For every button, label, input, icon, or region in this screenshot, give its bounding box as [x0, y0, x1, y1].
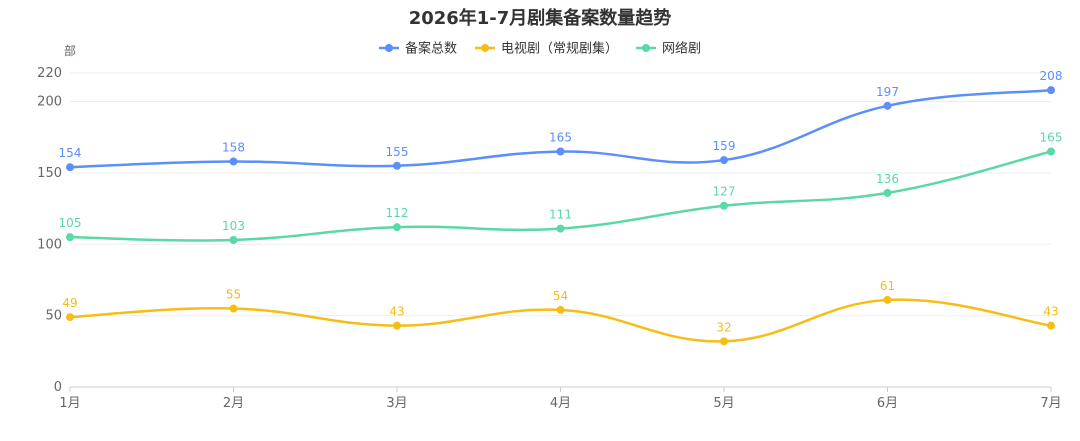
y-tick-label: 0: [54, 380, 62, 395]
data-label: 54: [553, 289, 568, 303]
x-tick-label: 1月: [59, 396, 80, 411]
x-tick-label: 3月: [386, 396, 407, 411]
data-point[interactable]: [1047, 321, 1055, 330]
data-label: 155: [386, 145, 409, 159]
data-point[interactable]: [883, 188, 892, 197]
legend-swatch-dot: [480, 44, 489, 52]
data-point[interactable]: [720, 337, 728, 346]
legend-label: 电视剧（常规剧集）: [501, 41, 618, 57]
data-point[interactable]: [66, 313, 74, 322]
data-label: 197: [876, 85, 899, 99]
data-label: 55: [226, 288, 241, 302]
x-tick-label: 2月: [223, 396, 244, 411]
data-point[interactable]: [229, 304, 238, 313]
data-point[interactable]: [883, 101, 892, 110]
x-tick-label: 6月: [877, 396, 898, 411]
data-label: 159: [713, 139, 736, 153]
data-point[interactable]: [556, 305, 565, 314]
grid-lines: [70, 72, 1051, 317]
data-label: 111: [549, 208, 572, 222]
data-point[interactable]: [1047, 147, 1055, 156]
chart-title: 2026年1-7月剧集备案数量趋势: [409, 7, 672, 29]
x-axis: 1月 2月 3月 4月 5月 6月 7月: [59, 386, 1062, 411]
data-point[interactable]: [393, 161, 401, 170]
series-labels: 154 158 155 165 159 197 208 49 55 43 54 32 61 43 105 10…: [59, 69, 1063, 334]
data-point[interactable]: [66, 163, 74, 172]
data-point[interactable]: [393, 223, 401, 232]
data-point[interactable]: [66, 233, 74, 242]
legend-label: 备案总数: [405, 41, 457, 57]
legend-item[interactable]: 电视剧（常规剧集）: [474, 41, 618, 57]
data-point[interactable]: [883, 295, 892, 304]
data-point[interactable]: [1047, 86, 1055, 95]
x-tick-label: 7月: [1040, 396, 1061, 411]
data-label: 32: [716, 320, 731, 334]
y-tick-label: 100: [37, 237, 62, 252]
legend-swatch-dot: [384, 44, 393, 52]
x-tick-label: 4月: [550, 396, 571, 411]
data-label: 165: [549, 131, 572, 145]
series-line-2: [69, 298, 1052, 343]
data-label: 136: [876, 172, 899, 186]
y-axis-unit-label: 部: [64, 43, 76, 58]
data-point[interactable]: [720, 156, 728, 165]
y-tick-label: 200: [37, 95, 62, 110]
data-label: 43: [389, 305, 404, 319]
y-axis: 0 50 100 150 200 220: [37, 66, 62, 395]
data-label: 43: [1043, 305, 1058, 319]
legend: 备案总数 电视剧（常规剧集） 网络剧: [378, 41, 701, 57]
legend-swatch-dot: [642, 44, 651, 52]
legend-item[interactable]: 备案总数: [378, 41, 457, 57]
data-label: 105: [59, 216, 82, 230]
data-label: 61: [880, 279, 895, 293]
data-label: 165: [1040, 131, 1063, 145]
data-point[interactable]: [556, 224, 565, 233]
y-tick-label: 150: [37, 166, 62, 181]
data-label: 208: [1040, 69, 1063, 83]
data-point[interactable]: [393, 321, 401, 330]
legend-label: 网络剧: [662, 41, 701, 57]
data-label: 112: [386, 206, 409, 220]
series-points: [66, 86, 1055, 346]
data-point[interactable]: [229, 235, 238, 244]
data-label: 127: [713, 185, 736, 199]
data-label: 154: [59, 146, 82, 160]
data-point[interactable]: [229, 157, 238, 166]
data-label: 49: [62, 296, 77, 310]
y-tick-label: 220: [37, 66, 62, 81]
data-point[interactable]: [720, 201, 728, 210]
data-label: 158: [222, 140, 245, 154]
x-tick-label: 5月: [713, 396, 734, 411]
data-point[interactable]: [556, 147, 565, 156]
data-label: 103: [222, 219, 245, 233]
y-tick-label: 50: [45, 309, 62, 324]
legend-item[interactable]: 网络剧: [636, 41, 701, 57]
